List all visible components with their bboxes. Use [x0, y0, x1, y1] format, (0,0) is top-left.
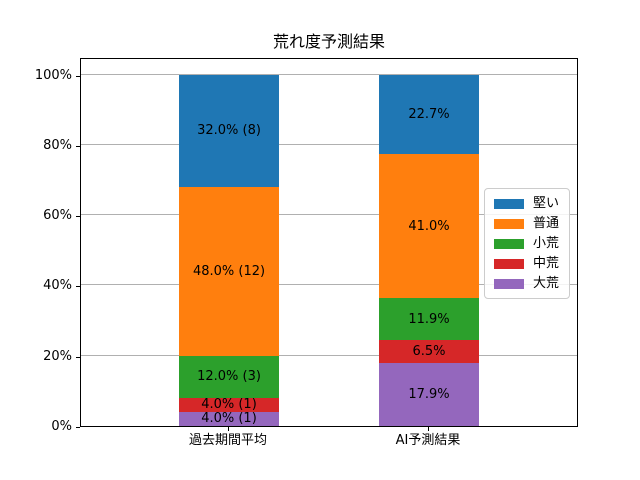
y-tick-label: 60%	[43, 208, 72, 224]
y-tick-label: 40%	[43, 278, 72, 294]
bar-segment-label: 17.9%	[408, 387, 450, 403]
bar-segment-label: 4.0% (1)	[201, 397, 257, 413]
bar-segment-label: 48.0% (12)	[192, 263, 266, 279]
bar-segment-堅い: 32.0% (8)	[179, 74, 279, 188]
legend-color-patch	[493, 258, 524, 269]
plot-area: 堅い普通小荒中荒大荒 4.0% (1) 4.0% (1) 12.0% (3) 48.0…	[80, 58, 578, 427]
bar-segment-小荒: 11.9%	[379, 298, 479, 341]
bar-segment-堅い: 22.7%	[379, 74, 479, 155]
y-tick-mark	[76, 75, 80, 77]
y-tick-mark	[76, 286, 80, 288]
y-tick-mark	[76, 427, 80, 428]
gridline	[81, 354, 577, 356]
gridline	[81, 284, 577, 286]
bar-segment-label: 11.9%	[408, 311, 450, 327]
bar-segment-label: 22.7%	[408, 106, 450, 122]
legend-entry-大荒: 大荒	[493, 276, 559, 291]
y-tick-mark	[76, 356, 80, 358]
legend-label: 中荒	[532, 256, 559, 271]
legend-color-patch	[493, 218, 524, 229]
chart-title: 荒れ度予測結果	[272, 32, 385, 51]
legend-color-patch	[493, 278, 524, 289]
bar-segment-大荒: 17.9%	[379, 363, 479, 426]
bar-segment-label: 6.5%	[412, 344, 446, 360]
bar-segment-小荒: 12.0% (3)	[179, 355, 279, 398]
bar-segment-普通: 48.0% (12)	[179, 187, 279, 356]
x-tick-label: AI予測結果	[395, 433, 461, 448]
bar-segment-label: 4.0% (1)	[201, 411, 257, 427]
gridline	[81, 73, 577, 75]
x-tick-label: 過去期間平均	[188, 433, 267, 448]
legend-label: 小荒	[532, 236, 559, 251]
y-tick-mark	[76, 216, 80, 218]
y-tick-mark	[76, 145, 80, 147]
bar-segment-中荒: 6.5%	[379, 340, 479, 364]
legend-color-patch	[493, 238, 524, 249]
legend: 堅い普通小荒中荒大荒	[483, 188, 570, 299]
legend-entry-中荒: 中荒	[493, 256, 559, 271]
legend-label: 大荒	[532, 276, 559, 291]
y-tick-label: 100%	[34, 67, 72, 83]
legend-label: 普通	[532, 216, 559, 231]
y-tick-label: 0%	[51, 419, 72, 434]
legend-entry-小荒: 小荒	[493, 236, 559, 251]
bar-segment-大荒: 4.0% (1)	[179, 411, 279, 427]
y-tick-label: 20%	[43, 348, 72, 364]
legend-entry-普通: 普通	[493, 216, 559, 231]
bar-segment-label: 12.0% (3)	[197, 369, 261, 385]
bar-segment-中荒: 4.0% (1)	[179, 397, 279, 413]
gridline	[81, 143, 577, 145]
bar-segment-普通: 41.0%	[379, 154, 479, 299]
gridline	[81, 214, 577, 216]
x-tick-mark	[428, 427, 429, 431]
legend-entry-堅い: 堅い	[493, 196, 559, 211]
legend-label: 堅い	[532, 196, 559, 211]
x-tick-mark	[228, 427, 229, 431]
y-tick-label: 80%	[43, 137, 72, 153]
bar-segment-label: 41.0%	[408, 218, 450, 234]
bar-segment-label: 32.0% (8)	[197, 123, 261, 139]
legend-color-patch	[493, 198, 524, 209]
